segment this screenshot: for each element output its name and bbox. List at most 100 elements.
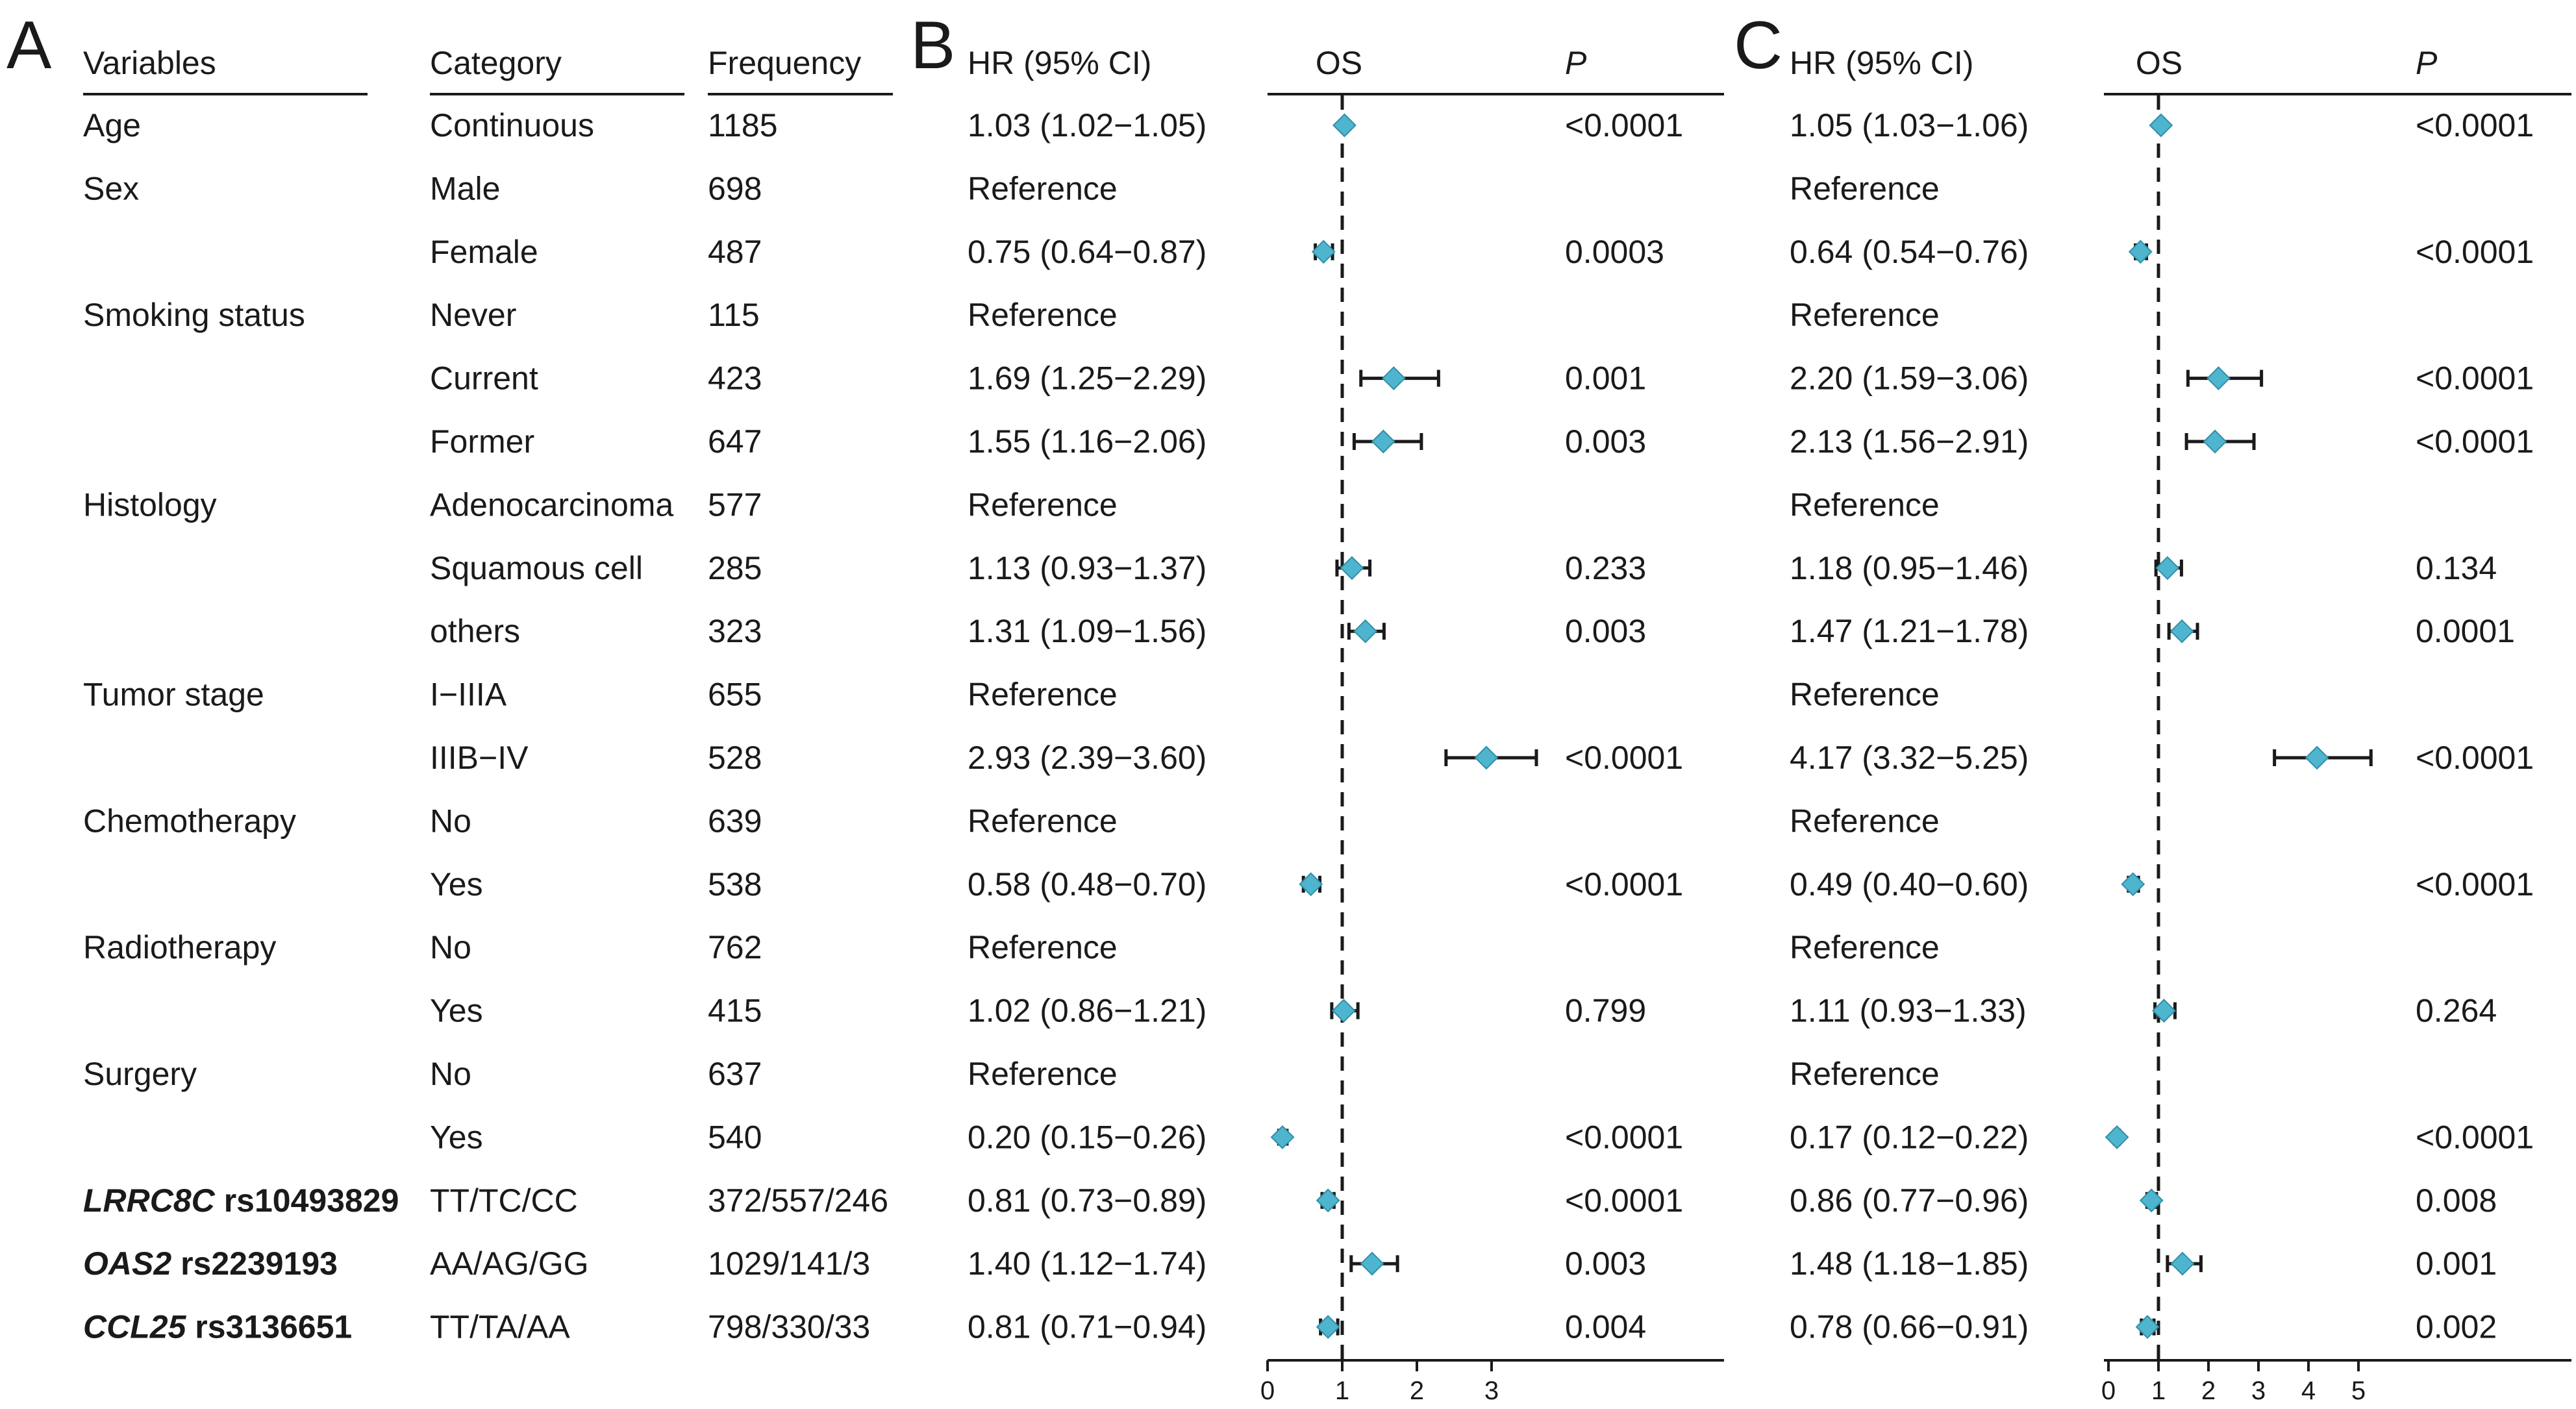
variable-label: Chemotherapy	[83, 803, 296, 839]
category-label: No	[430, 1056, 471, 1092]
category-label: I−IIIA	[430, 677, 507, 713]
hr-marker-b	[1360, 1251, 1384, 1276]
hr-ci-text-b: 0.20 (0.15−0.26)	[968, 1119, 1207, 1155]
header-p-c: P	[2416, 45, 2438, 81]
variable-label: CCL25 rs3136651	[83, 1309, 352, 1345]
table-a: Variables Category Frequency Age Continuous 1…	[83, 45, 893, 1345]
category-label: Squamous cell	[430, 550, 643, 586]
hr-ci-text-b: 1.40 (1.12−1.74)	[968, 1245, 1207, 1282]
hr-marker-b	[1270, 1125, 1295, 1149]
header-os-b: OS	[1316, 45, 1362, 81]
hr-ci-text-c: Reference	[1790, 803, 1940, 839]
hr-marker-b	[1316, 1188, 1340, 1213]
hr-marker-b	[1371, 429, 1395, 454]
p-value-b: 0.233	[1565, 550, 1646, 586]
hr-ci-text-c: 1.11 (0.93−1.33)	[1790, 993, 2027, 1029]
panel-labels: A B C	[6, 8, 1782, 83]
category-label: No	[430, 803, 471, 839]
panel-label-a: A	[6, 8, 52, 83]
category-label: Female	[430, 234, 538, 270]
gene-name: OAS2	[83, 1245, 171, 1282]
hr-ci-text-c: 0.78 (0.66−0.91)	[1790, 1309, 2029, 1345]
p-value-c: 0.008	[2416, 1182, 2497, 1219]
snp-id: rs2239193	[171, 1245, 338, 1282]
category-label: Former	[430, 423, 534, 460]
hr-ci-text-b: Reference	[968, 929, 1118, 966]
x-tick-label-c: 1	[2151, 1377, 2166, 1405]
hr-ci-text-c: 2.20 (1.59−3.06)	[1790, 360, 2029, 397]
frequency-value: 577	[708, 486, 762, 523]
p-value-b: 0.003	[1565, 613, 1646, 649]
p-value-b: <0.0001	[1565, 107, 1683, 143]
p-value-c: 0.264	[2416, 993, 2497, 1029]
hr-ci-text-b: 1.13 (0.93−1.37)	[968, 550, 1207, 586]
frequency-value: 637	[708, 1056, 762, 1092]
variable-label: Age	[83, 107, 141, 143]
x-tick-label-b: 3	[1484, 1377, 1499, 1405]
forest-panel-c: HR (95% CI) OS P 0 1 2 3 4 5 1.05 (1.03−1.06) <0.0…	[1790, 45, 2571, 1405]
p-value-c: 0.0001	[2416, 613, 2515, 649]
p-value-c: <0.0001	[2416, 107, 2534, 143]
hr-ci-text-c: 0.17 (0.12−0.22)	[1790, 1119, 2029, 1155]
hr-ci-text-c: Reference	[1790, 1056, 1940, 1092]
category-label: others	[430, 613, 520, 649]
p-value-b: 0.003	[1565, 1245, 1646, 1282]
header-frequency: Frequency	[708, 45, 861, 81]
variable-label: Smoking status	[83, 297, 305, 333]
frequency-value: 1029/141/3	[708, 1245, 870, 1282]
category-label: TT/TA/AA	[430, 1309, 570, 1345]
frequency-value: 639	[708, 803, 762, 839]
header-category: Category	[430, 45, 562, 81]
x-tick-label-b: 0	[1260, 1377, 1275, 1405]
hr-ci-text-c: 1.47 (1.21−1.78)	[1790, 613, 2029, 649]
hr-ci-text-b: Reference	[968, 297, 1118, 333]
gene-name: CCL25	[83, 1309, 187, 1345]
variable-label: OAS2 rs2239193	[83, 1245, 338, 1282]
hr-marker-c	[2128, 240, 2153, 264]
p-value-b: 0.0003	[1565, 234, 1664, 270]
category-label: Yes	[430, 993, 483, 1029]
hr-marker-b	[1332, 113, 1357, 138]
p-value-c: <0.0001	[2416, 866, 2534, 903]
hr-ci-text-c: 4.17 (3.32−5.25)	[1790, 740, 2029, 776]
hr-ci-text-b: Reference	[968, 170, 1118, 206]
hr-ci-text-c: Reference	[1790, 677, 1940, 713]
category-label: TT/TC/CC	[430, 1182, 578, 1219]
frequency-value: 423	[708, 360, 762, 397]
hr-ci-text-b: 0.58 (0.48−0.70)	[968, 866, 1207, 903]
x-tick-label-c: 4	[2301, 1377, 2316, 1405]
variable-label: Surgery	[83, 1056, 197, 1092]
hr-marker-b	[1331, 999, 1356, 1023]
category-label: IIIB−IV	[430, 740, 529, 776]
frequency-value: 798/330/33	[708, 1309, 870, 1345]
x-tick-label-b: 1	[1335, 1377, 1349, 1405]
p-value-c: <0.0001	[2416, 360, 2534, 397]
p-value-b: <0.0001	[1565, 1119, 1683, 1155]
hr-ci-text-c: 0.64 (0.54−0.76)	[1790, 234, 2029, 270]
header-hr-b: HR (95% CI)	[968, 45, 1151, 81]
p-value-c: 0.001	[2416, 1245, 2497, 1282]
category-label: Continuous	[430, 107, 594, 143]
hr-ci-text-c: 0.86 (0.77−0.96)	[1790, 1182, 2029, 1219]
frequency-value: 285	[708, 550, 762, 586]
hr-marker-c	[2203, 429, 2227, 454]
x-tick-label-b: 2	[1410, 1377, 1424, 1405]
header-os-c: OS	[2136, 45, 2182, 81]
variable-label: Tumor stage	[83, 677, 264, 713]
hr-marker-c	[2305, 745, 2329, 770]
frequency-value: 487	[708, 234, 762, 270]
hr-marker-c	[2135, 1315, 2160, 1340]
frequency-value: 372/557/246	[708, 1182, 888, 1219]
gene-name: LRRC8C	[83, 1182, 216, 1219]
hr-marker-c	[2149, 113, 2173, 138]
hr-ci-text-c: 1.18 (0.95−1.46)	[1790, 550, 2029, 586]
hr-ci-text-b: 1.03 (1.02−1.05)	[968, 107, 1207, 143]
hr-marker-c	[2152, 999, 2176, 1023]
frequency-value: 540	[708, 1119, 762, 1155]
x-tick-label-c: 3	[2251, 1377, 2266, 1405]
variable-label: Histology	[83, 486, 217, 523]
hr-marker-c	[2206, 366, 2231, 391]
hr-marker-b	[1316, 1315, 1340, 1340]
hr-ci-text-b: Reference	[968, 1056, 1118, 1092]
p-value-b: <0.0001	[1565, 866, 1683, 903]
